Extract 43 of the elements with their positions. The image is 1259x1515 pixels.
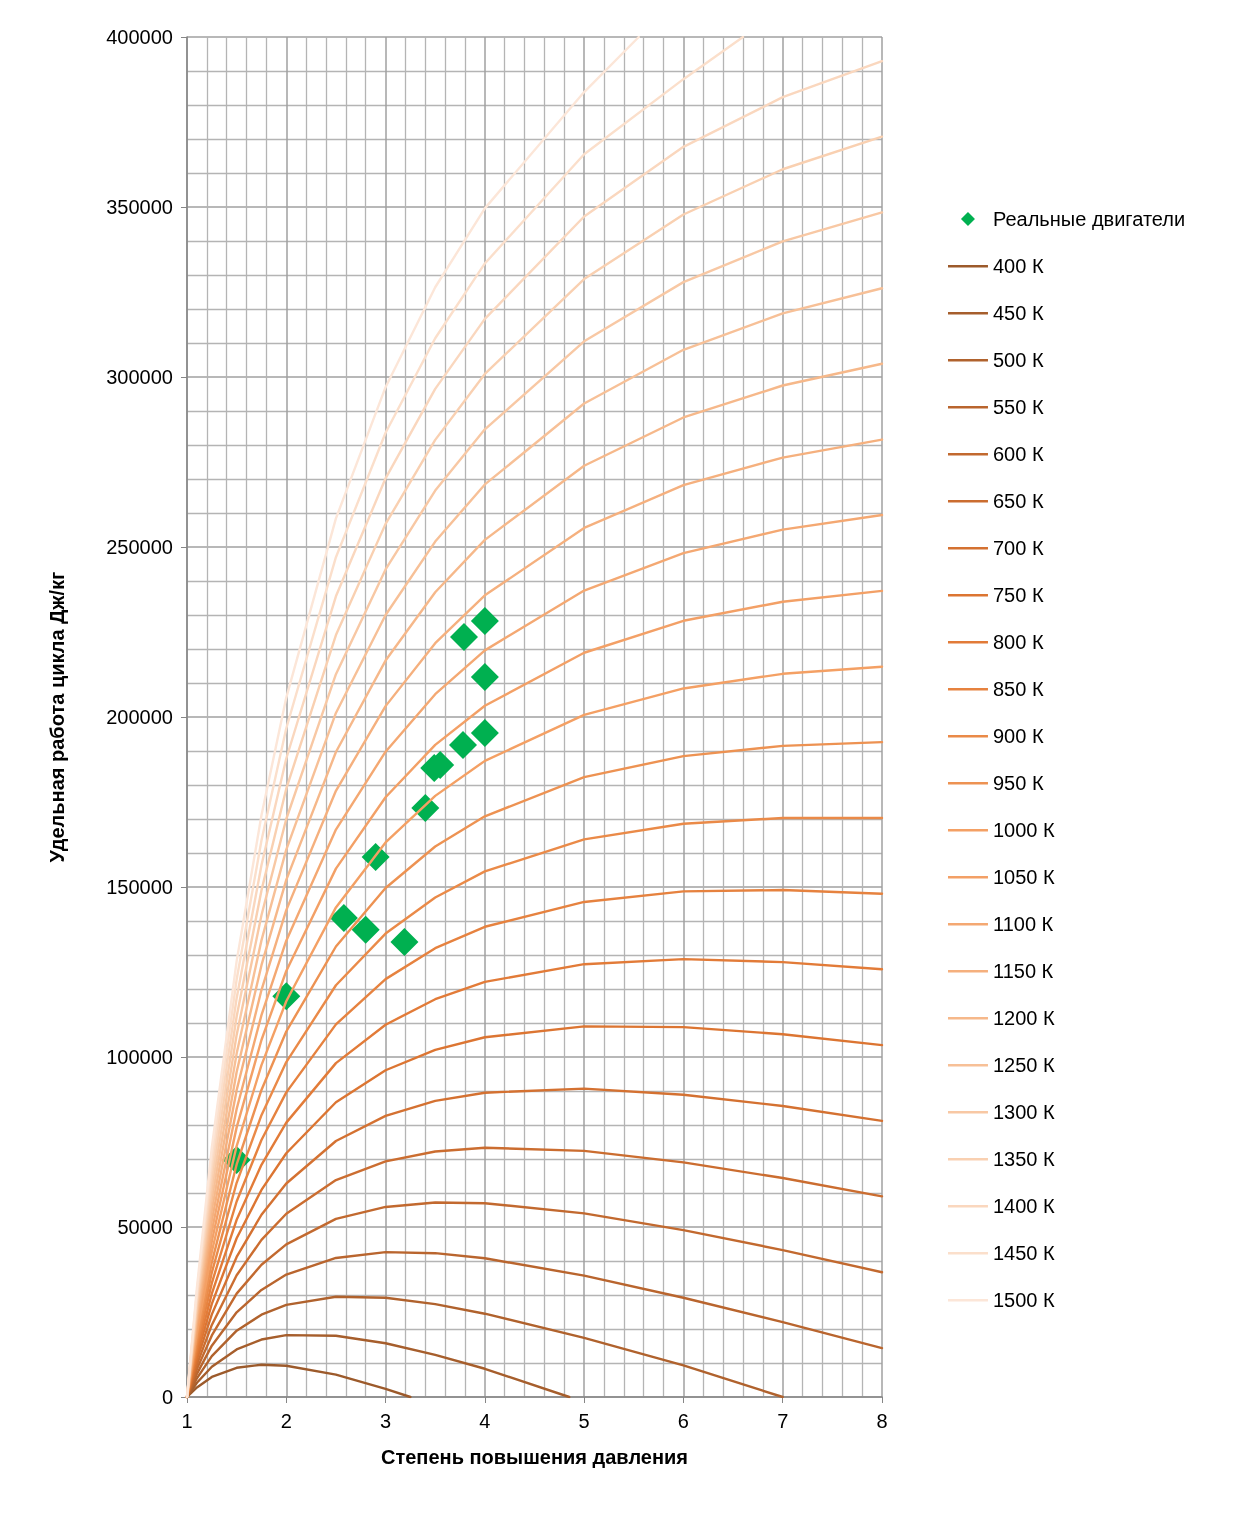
x-tick-label: 4 (479, 1410, 491, 1432)
y-tick-label: 150000 (106, 876, 173, 898)
legend-label: 800 К (992, 631, 1044, 653)
legend-label: 1350 К (992, 1148, 1056, 1170)
x-tick-label: 5 (578, 1410, 590, 1432)
x-tick-label: 8 (876, 1410, 888, 1432)
x-tick-label: 7 (777, 1410, 789, 1432)
y-tick-label: 200000 (106, 706, 173, 728)
legend-label: 850 К (992, 678, 1044, 700)
y-tick-label: 350000 (106, 196, 173, 218)
legend-label: 1450 К (992, 1242, 1056, 1264)
x-tick-label: 2 (280, 1410, 292, 1432)
legend-label: 550 К (992, 396, 1044, 418)
legend-label: 450 К (992, 302, 1044, 324)
legend-label: 400 К (992, 255, 1044, 277)
legend-label: 1000 К (992, 819, 1056, 841)
legend-label: 500 К (992, 349, 1044, 371)
y-axis-title: Удельная работа цикла Дж/кг (46, 571, 68, 863)
legend-label: 1300 К (992, 1101, 1056, 1123)
legend-label: 1150 К (992, 960, 1054, 982)
x-tick-label: 3 (380, 1410, 392, 1432)
x-tick-label: 1 (181, 1410, 193, 1432)
y-tick-label: 0 (161, 1386, 173, 1408)
legend-label: 1500 К (992, 1289, 1056, 1311)
legend-label: Реальные двигатели (992, 208, 1186, 230)
x-axis-title: Степень повышения давления (380, 1446, 689, 1468)
y-tick-label: 250000 (106, 536, 173, 558)
y-tick-label: 100000 (106, 1046, 173, 1068)
y-tick-label: 50000 (117, 1216, 173, 1238)
legend-label: 750 К (992, 584, 1044, 606)
legend-label: 950 К (992, 772, 1044, 794)
legend-label: 600 К (992, 443, 1044, 465)
y-tick-label: 300000 (106, 366, 173, 388)
legend-label: 1050 К (992, 866, 1056, 888)
legend-label: 1200 К (992, 1007, 1056, 1029)
legend-label: 1400 К (992, 1195, 1056, 1217)
y-tick-label: 400000 (106, 26, 173, 48)
legend-label: 1100 К (992, 913, 1054, 935)
legend-label: 900 К (992, 725, 1044, 747)
legend-label: 700 К (992, 537, 1044, 559)
legend-label: 1250 К (992, 1054, 1056, 1076)
legend-label: 650 К (992, 490, 1044, 512)
x-tick-label: 6 (677, 1410, 689, 1432)
